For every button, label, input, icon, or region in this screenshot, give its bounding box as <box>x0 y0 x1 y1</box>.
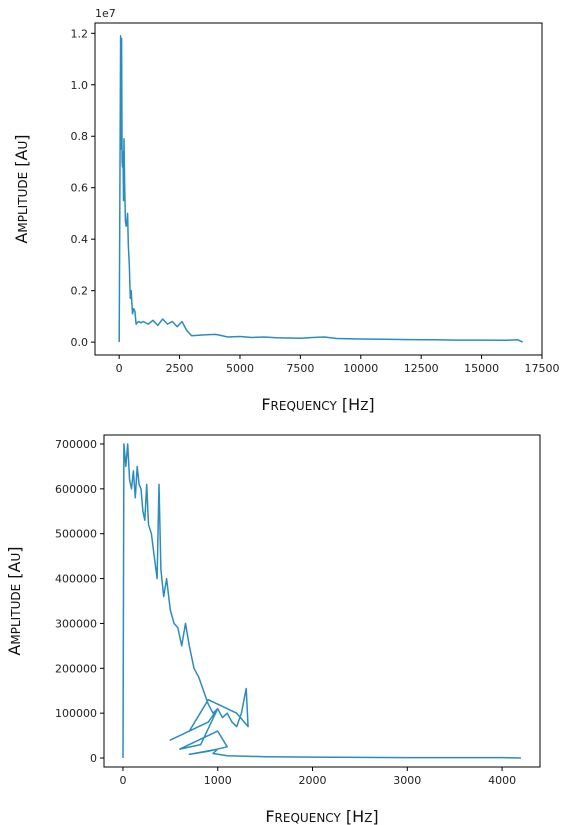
chart-1-x-tick-label: 12500 <box>404 362 439 375</box>
chart-1-y-tick-label: 1.2 <box>71 27 89 40</box>
chart-1-y-tick-label: 0.6 <box>71 182 89 195</box>
chart-2-x-tick-label: 1000 <box>204 774 232 787</box>
chart-1-y-tick-label: 0.4 <box>71 233 89 246</box>
chart-1-x-tick-label: 7500 <box>286 362 314 375</box>
chart-1-y-ticks: 0.0 0.2 0.4 0.6 0.8 1.0 1.2 <box>71 27 95 349</box>
chart-2-x-axis-label: FREQUENCY [HZ] <box>265 807 378 825</box>
chart-1-y-tick-label: 0.2 <box>71 285 89 298</box>
chart-1-x-ticks: 0 2500 5000 7500 10000 12500 15000 17500 <box>116 355 560 375</box>
chart-2-y-tick-label: 500000 <box>55 528 97 541</box>
chart-2-y-tick-label: 200000 <box>55 662 97 675</box>
chart-2-y-tick-label: 400000 <box>55 573 97 586</box>
chart-2-y-axis-label: AMPLITUDE [AU] <box>5 546 24 655</box>
chart-1-y-tick-label: 1.0 <box>71 79 89 92</box>
chart-1-y-offset: 1e7 <box>95 7 116 20</box>
chart-2-series-line-0 <box>122 443 522 759</box>
chart-2-x-ticks: 0 1000 2000 3000 4000 <box>119 767 516 787</box>
chart-1-x-tick-label: 2500 <box>166 362 194 375</box>
chart-2-plot-frame <box>103 434 541 768</box>
chart-1-series-line-0 <box>118 35 524 343</box>
chart-2-series <box>122 443 522 759</box>
chart-2: 0 1000 2000 3000 4000 0 100000 200000 300000 400… <box>5 434 541 825</box>
chart-1-x-tick-label: 15000 <box>464 362 499 375</box>
chart-2-x-tick-label: 2000 <box>299 774 327 787</box>
chart-2-x-tick-label: 3000 <box>393 774 421 787</box>
chart-1-x-axis-label: FREQUENCY [HZ] <box>261 395 374 414</box>
chart-2-y-tick-label: 0 <box>90 752 97 765</box>
chart-1-y-tick-label: 0.0 <box>71 336 89 349</box>
chart-1-plot-frame <box>94 22 543 356</box>
chart-1: 0 2500 5000 7500 10000 12500 15000 17500 0.0 0.2… <box>12 7 560 414</box>
chart-1-x-tick-label: 10000 <box>343 362 378 375</box>
chart-2-x-tick-label: 0 <box>119 774 126 787</box>
chart-1-y-tick-label: 0.8 <box>71 130 89 143</box>
chart-2-y-tick-label: 700000 <box>55 438 97 451</box>
chart-2-y-ticks: 0 100000 200000 300000 400000 500000 600000 700… <box>55 438 104 765</box>
chart-2-y-tick-label: 300000 <box>55 617 97 630</box>
chart-2-y-tick-label: 600000 <box>55 483 97 496</box>
chart-1-y-axis-label: AMPLITUDE [AU] <box>12 134 31 243</box>
chart-1-x-tick-label: 0 <box>116 362 123 375</box>
chart-1-series <box>118 35 524 343</box>
chart-2-x-tick-label: 4000 <box>488 774 516 787</box>
chart-1-x-tick-label: 5000 <box>226 362 254 375</box>
chart-2-y-tick-label: 100000 <box>55 707 97 720</box>
chart-1-x-tick-label: 17500 <box>525 362 560 375</box>
